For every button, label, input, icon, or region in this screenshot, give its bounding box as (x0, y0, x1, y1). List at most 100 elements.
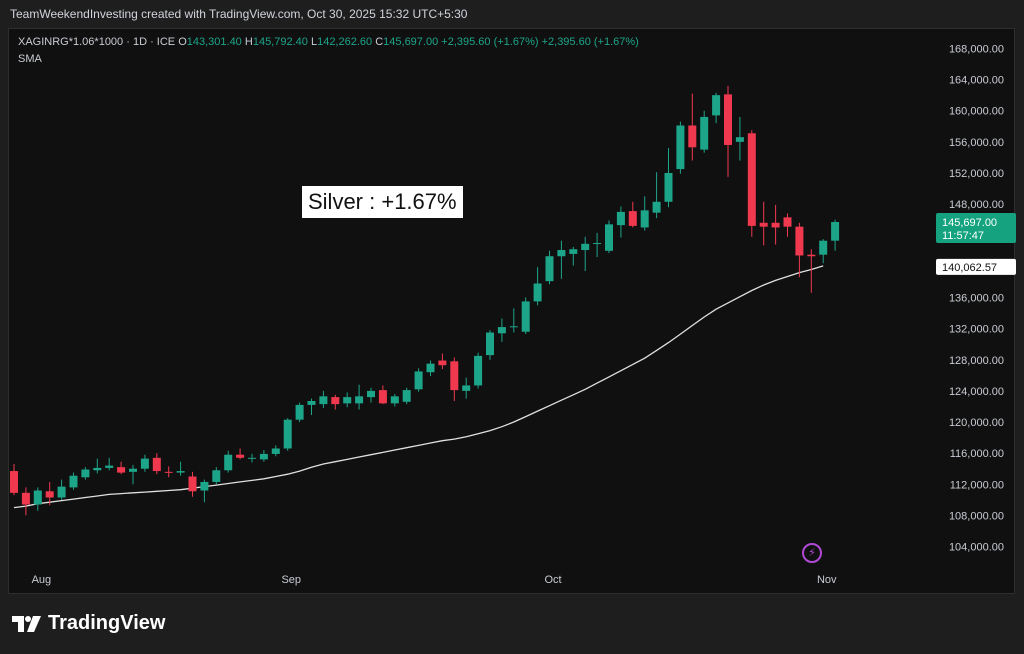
candle-body (331, 397, 340, 405)
candle-body (414, 371, 423, 390)
candle-body (783, 217, 792, 227)
candle-body (10, 471, 18, 493)
candle-body (557, 250, 566, 257)
candle-body (819, 240, 828, 255)
candle-body (319, 396, 328, 405)
candle-body (426, 363, 435, 373)
x-tick-label: Oct (545, 574, 562, 586)
chart-credit: TeamWeekendInvesting created with Tradin… (10, 7, 468, 21)
candle-body (569, 249, 578, 254)
annotation-box: Silver : +1.67% (302, 186, 463, 218)
sma-tag-value: 140,062.57 (942, 262, 997, 274)
candle-body (57, 486, 66, 498)
candle-body (747, 133, 756, 226)
candle-body (462, 385, 471, 391)
y-tick-label: 124,000.00 (949, 386, 1004, 398)
candle-body (628, 211, 637, 226)
candle-body (616, 211, 625, 226)
candle-body (402, 390, 411, 402)
change-value-2: +2,395.60 (+1.67%) (541, 36, 639, 48)
close-value: 145,697.00 (383, 36, 439, 48)
candle-body (712, 95, 721, 116)
x-tick-label: Nov (817, 574, 837, 586)
y-tick-label: 148,000.00 (949, 199, 1004, 211)
candle-body (771, 222, 780, 228)
candle-body (533, 283, 542, 302)
y-tick-label: 136,000.00 (949, 293, 1004, 305)
y-tick-label: 164,000.00 (949, 75, 1004, 87)
candle-body (724, 94, 732, 145)
y-tick-label: 168,000.00 (949, 43, 1004, 55)
candle-body (640, 210, 649, 228)
candle-body (140, 458, 149, 469)
high-label: H (244, 36, 253, 48)
sma-indicator-label[interactable]: SMA (18, 53, 42, 65)
brand-name: TradingView (48, 612, 166, 634)
candle-body (69, 475, 78, 488)
candle-body (605, 224, 613, 251)
candle-body (759, 222, 768, 227)
last-price-value: 145,697.00 (942, 217, 997, 229)
y-tick-label: 120,000.00 (949, 417, 1004, 429)
y-tick-label: 116,000.00 (950, 448, 1004, 460)
close-label: C (375, 36, 384, 48)
candle-body (93, 467, 102, 471)
candle-body (152, 457, 161, 472)
high-value: 145,792.40 (252, 36, 308, 48)
candle-body (378, 390, 387, 404)
y-tick-label: 152,000.00 (949, 168, 1004, 180)
candle-body (474, 355, 483, 386)
lightning-icon[interactable]: ⚡ (802, 543, 822, 563)
candle-body (521, 301, 530, 332)
sma-tag (936, 258, 1016, 275)
sma-line (13, 265, 824, 509)
candle-body (831, 222, 840, 241)
y-tick-label: 128,000.00 (949, 355, 1004, 367)
change-value: +2,395.60 (+1.67%) (441, 36, 539, 48)
candle-body (343, 397, 352, 404)
tradingview-logo: TradingView (12, 612, 165, 635)
candle-body (129, 468, 137, 472)
plot-area[interactable] (8, 28, 1015, 594)
candle-body (807, 254, 816, 257)
candle-body (676, 125, 685, 170)
candle-body (438, 360, 447, 366)
candle-body (367, 390, 375, 398)
open-value: 143,301.40 (186, 36, 242, 48)
y-tick-label: 104,000.00 (949, 542, 1004, 554)
y-tick-label: 112,000.00 (950, 479, 1004, 491)
candle-body (200, 481, 209, 491)
candle-body (164, 471, 173, 473)
candle-body (735, 137, 744, 142)
countdown-value: 11:57:47 (942, 230, 984, 242)
candle-body (486, 332, 494, 356)
candle-body (236, 454, 245, 458)
candle-body (593, 243, 602, 245)
candle-body (295, 404, 304, 420)
low-value: 142,262.60 (317, 36, 373, 48)
candle-body (581, 243, 590, 251)
candle-body (450, 361, 459, 391)
candle-body (259, 453, 268, 460)
candle-body (248, 457, 256, 459)
candle-body (271, 448, 280, 454)
candle-body (497, 327, 506, 334)
candle-body (652, 201, 661, 213)
candle-body (224, 454, 233, 471)
y-tick-label: 132,000.00 (949, 324, 1004, 336)
candle-body (33, 490, 42, 505)
symbol-legend: XAGINRG*1.06*1000 · 1D · ICE O143,301.40… (18, 36, 639, 48)
candle-body (509, 326, 518, 328)
symbol-name[interactable]: XAGINRG*1.06*1000 · 1D · ICE (18, 36, 176, 48)
candle-body (188, 476, 197, 492)
candle-body (176, 471, 185, 473)
candle-body (45, 491, 54, 498)
candle-body (664, 172, 673, 202)
candle-body (355, 396, 364, 404)
low-label: L (310, 36, 318, 48)
candle-body (700, 116, 709, 150)
y-tick-label: 160,000.00 (949, 106, 1004, 118)
candle-body (117, 467, 126, 473)
